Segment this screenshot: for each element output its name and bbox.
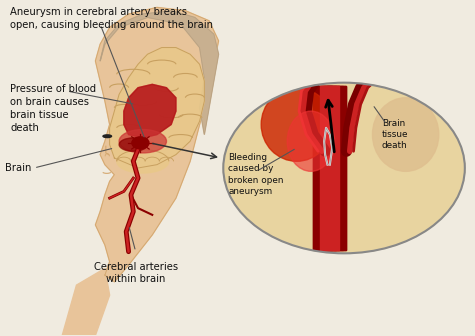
Polygon shape — [124, 84, 176, 138]
Text: Bleeding
caused by
broken open
aneurysm: Bleeding caused by broken open aneurysm — [228, 153, 284, 196]
Ellipse shape — [372, 98, 439, 171]
Polygon shape — [124, 84, 176, 138]
Polygon shape — [110, 47, 204, 168]
Ellipse shape — [119, 129, 166, 153]
Ellipse shape — [103, 135, 112, 137]
FancyBboxPatch shape — [320, 86, 339, 250]
Text: Pressure of blood
on brain causes
brain tissue
death: Pressure of blood on brain causes brain … — [10, 84, 96, 133]
FancyBboxPatch shape — [327, 86, 332, 250]
Ellipse shape — [119, 138, 148, 151]
Ellipse shape — [261, 88, 332, 161]
Ellipse shape — [104, 153, 110, 160]
Polygon shape — [62, 268, 110, 335]
FancyBboxPatch shape — [317, 86, 343, 250]
Circle shape — [223, 83, 465, 253]
FancyBboxPatch shape — [320, 86, 339, 250]
Circle shape — [132, 137, 149, 149]
FancyBboxPatch shape — [314, 86, 346, 250]
Polygon shape — [95, 7, 218, 282]
Polygon shape — [100, 11, 218, 134]
FancyBboxPatch shape — [314, 86, 346, 250]
Text: Brain
tissue
death: Brain tissue death — [382, 119, 408, 151]
Text: Brain: Brain — [5, 163, 32, 173]
FancyBboxPatch shape — [324, 86, 335, 250]
Text: Cerebral arteries
within brain: Cerebral arteries within brain — [94, 262, 178, 285]
Text: Aneurysm in cerebral artery breaks
open, causing bleeding around the brain: Aneurysm in cerebral artery breaks open,… — [10, 7, 213, 30]
Ellipse shape — [287, 111, 334, 171]
Ellipse shape — [117, 150, 169, 173]
